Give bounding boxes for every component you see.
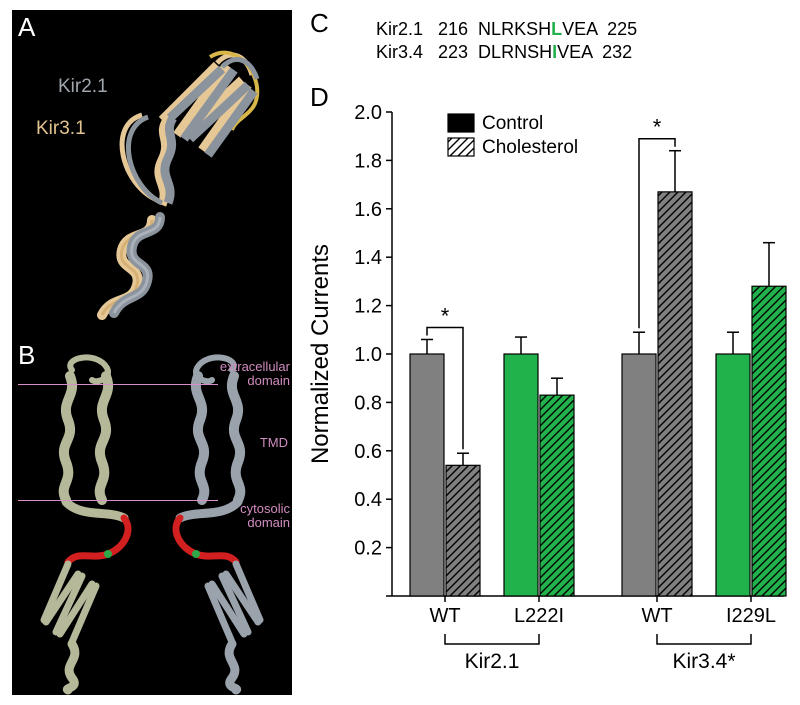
x-tick-label: WT bbox=[429, 605, 460, 627]
svg-text:0.4: 0.4 bbox=[354, 489, 382, 511]
panel-c-letter: C bbox=[310, 8, 329, 39]
legend-swatch-cholesterol bbox=[448, 138, 474, 156]
bar-control bbox=[622, 354, 656, 596]
x-tick-label: L222I bbox=[514, 605, 564, 627]
panel-a-ribbon bbox=[12, 10, 292, 340]
svg-text:1.6: 1.6 bbox=[354, 199, 382, 221]
legend-label-control: Control bbox=[482, 113, 543, 134]
x-tick-label: WT bbox=[641, 605, 672, 627]
bar-cholesterol bbox=[752, 286, 786, 596]
membrane-line-bottom bbox=[18, 500, 218, 501]
x-group-label: Kir2.1 bbox=[465, 650, 520, 673]
panel-d-chart: 0.2 0.4 0.6 0.8 1.0 1.2 1.4 1.6 1.8 2.0 Normalized… bbox=[306, 92, 792, 700]
svg-text:0.2: 0.2 bbox=[354, 538, 382, 560]
bar-cholesterol bbox=[540, 395, 574, 596]
legend-label-cholesterol: Cholesterol bbox=[482, 137, 578, 158]
legend-swatch-control bbox=[448, 114, 474, 132]
svg-text:*: * bbox=[653, 115, 662, 140]
svg-text:0.6: 0.6 bbox=[354, 441, 382, 463]
svg-text:*: * bbox=[441, 303, 450, 328]
panel-a-letter: A bbox=[18, 12, 35, 43]
panel-c-alignment: Kir2.1 216 NLRKSHLVEA 225 Kir3.4 223 DLR… bbox=[376, 18, 637, 65]
svg-text:1.0: 1.0 bbox=[354, 344, 382, 366]
membrane-line-top bbox=[18, 384, 218, 385]
panel-a-label-kir31: Kir3.1 bbox=[36, 118, 86, 140]
bar-control bbox=[716, 354, 750, 596]
svg-text:Normalized Currents: Normalized Currents bbox=[307, 244, 334, 464]
svg-text:2.0: 2.0 bbox=[354, 102, 382, 124]
bar-cholesterol bbox=[658, 192, 692, 596]
svg-text:1.8: 1.8 bbox=[354, 150, 382, 172]
panel-a-label-kir21: Kir2.1 bbox=[58, 76, 108, 98]
svg-text:1.2: 1.2 bbox=[354, 296, 382, 318]
panel-a: A bbox=[12, 10, 292, 340]
bar-control bbox=[410, 354, 444, 596]
svg-text:1.4: 1.4 bbox=[354, 247, 382, 269]
x-tick-label: I229L bbox=[726, 605, 776, 627]
panel-b-letter: B bbox=[18, 340, 35, 371]
bar-cholesterol bbox=[446, 465, 480, 596]
label-tmd: TMD bbox=[232, 436, 288, 450]
bar-control bbox=[504, 354, 538, 596]
label-cytosolic: cytosolic domain bbox=[222, 502, 290, 531]
x-group-label: Kir3.4* bbox=[672, 650, 735, 673]
svg-text:0.8: 0.8 bbox=[354, 392, 382, 414]
label-extracellular: extracellular domain bbox=[210, 360, 290, 389]
panel-b: B bbox=[12, 340, 292, 695]
